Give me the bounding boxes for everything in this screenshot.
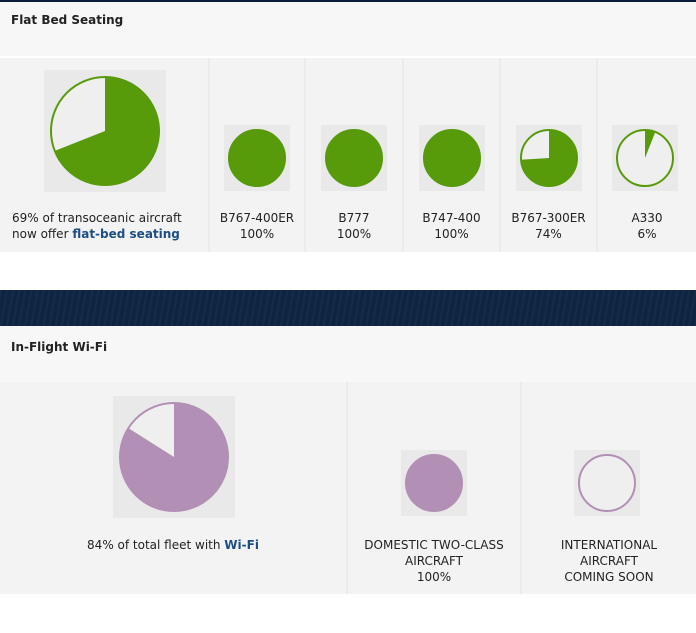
wifi-summary-cell: 84% of total fleet with Wi-Fi: [0, 382, 346, 594]
b767-300er-slice: [521, 130, 577, 186]
b777-caption-line-1: 100%: [336, 227, 372, 241]
b767-300er-caption-line-1: 74%: [535, 227, 562, 241]
b747-400-caption-line-0: B747-400: [422, 211, 481, 225]
b767-400er-slice: [229, 130, 285, 186]
international-cell: INTERNATIONAL AIRCRAFT COMING SOON: [522, 382, 696, 594]
a330-caption: A330 6%: [598, 210, 696, 242]
wifi-summary-text: 84% of total fleet with: [87, 538, 225, 552]
b767-400er-caption: B767-400ER 100%: [210, 210, 304, 242]
flat-bed-summary-pie: [44, 70, 166, 192]
b747-400-caption: B747-400 100%: [404, 210, 499, 242]
domestic-two-class-caption-line-1: AIRCRAFT: [405, 554, 463, 568]
flat-bed-header: Flat Bed Seating: [0, 0, 696, 56]
flat-bed-panel: 69% of transoceanic aircraft now offer f…: [0, 58, 696, 252]
wifi-summary-pie: [113, 396, 235, 518]
b767-400er-caption-line-0: B767-400ER: [219, 211, 295, 225]
b767-300er-cell: B767-300ER 74%: [501, 58, 596, 252]
flat-bed-title: Flat Bed Seating: [11, 13, 124, 27]
b777-slice: [326, 130, 382, 186]
flat-bed-summary-line2-text: now offer: [12, 227, 73, 241]
b747-400-pie: [419, 125, 485, 191]
flat-bed-summary-slice: [54, 77, 159, 185]
wifi-link[interactable]: Wi-Fi: [224, 538, 259, 552]
a330-cell: A330 6%: [598, 58, 696, 252]
b777-caption-line-0: B777: [338, 211, 370, 225]
wifi-title: In-Flight Wi-Fi: [11, 340, 108, 354]
b767-400er-pie: [224, 125, 290, 191]
b767-300er-pie: [516, 125, 582, 191]
flat-bed-seating-link[interactable]: flat-bed seating: [72, 227, 180, 241]
flat-bed-summary-line2: now offer flat-bed seating: [12, 226, 208, 242]
b747-400-cell: B747-400 100%: [404, 58, 499, 252]
flat-bed-summary-caption: 69% of transoceanic aircraft now offer f…: [12, 210, 208, 242]
b747-400-caption-line-1: 100%: [434, 227, 469, 241]
international-caption-line-0: INTERNATIONAL: [560, 538, 658, 552]
a330-slice: [645, 130, 656, 158]
domestic-two-class-pie: [401, 450, 467, 516]
domestic-two-class-cell: DOMESTIC TWO-CLASS AIRCRAFT 100%: [348, 382, 520, 594]
international-caption-line-1: AIRCRAFT: [580, 554, 638, 568]
a330-caption-line-1: 6%: [637, 227, 657, 241]
divider-band: [0, 290, 696, 327]
international-caption-line-2: COMING SOON: [564, 570, 654, 584]
b777-pie: [321, 125, 387, 191]
domestic-two-class-slice: [406, 455, 462, 511]
flat-bed-summary-cell: 69% of transoceanic aircraft now offer f…: [0, 58, 208, 252]
domestic-two-class-caption-line-2: 100%: [416, 570, 452, 584]
domestic-two-class-caption: DOMESTIC TWO-CLASS AIRCRAFT 100%: [348, 537, 520, 585]
b747-400-slice: [424, 130, 480, 186]
b767-300er-caption-line-0: B767-300ER: [511, 211, 586, 225]
domestic-two-class-caption-line-0: DOMESTIC TWO-CLASS: [364, 538, 504, 552]
b767-300er-caption: B767-300ER 74%: [501, 210, 596, 242]
international-caption: INTERNATIONAL AIRCRAFT COMING SOON: [522, 537, 696, 585]
wifi-summary-caption: 84% of total fleet with Wi-Fi: [0, 537, 346, 553]
flat-bed-summary-line1: 69% of transoceanic aircraft: [12, 211, 182, 225]
international-pie: [574, 450, 640, 516]
b767-400er-cell: B767-400ER 100%: [210, 58, 304, 252]
b777-caption: B777 100%: [306, 210, 402, 242]
wifi-summary-slice: [120, 403, 228, 511]
wifi-panel: 84% of total fleet with Wi-Fi DOMESTIC T…: [0, 382, 696, 594]
a330-pie: [612, 125, 678, 191]
international-base: [578, 454, 636, 512]
wifi-header: In-Flight Wi-Fi: [0, 326, 696, 382]
a330-caption-line-0: A330: [631, 211, 663, 225]
b777-cell: B777 100%: [306, 58, 402, 252]
b767-400er-caption-line-1: 100%: [239, 227, 275, 241]
